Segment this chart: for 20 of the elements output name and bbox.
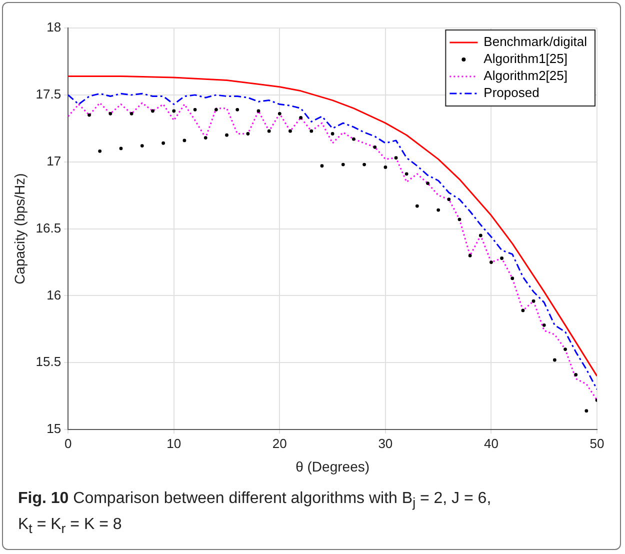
y-tick-label: 17: [46, 153, 62, 168]
x-tick-label: 10: [166, 436, 182, 451]
x-tick-label: 30: [378, 436, 393, 451]
legend-label: Algorithm2[25]: [484, 68, 568, 84]
text: Fig. 10 Comparison between different algorithms with B$_{j}$ = 2, J = 6, K$_{t}$ = K$_{r}$ = K = 8: [18, 490, 492, 536]
x-tick-label: 50: [590, 436, 604, 451]
y-tick-label: 15.5: [36, 354, 62, 370]
y-axis-title: Capacity (bps/Hz): [11, 173, 28, 284]
x-axis-title: θ (Degrees): [296, 458, 370, 474]
legend-label: Proposed: [484, 85, 540, 100]
y-tick-label: 16.5: [36, 220, 62, 236]
x-tick-label: 40: [484, 436, 498, 451]
y-tick-label: 15: [46, 421, 62, 436]
x-tick-label: 0: [64, 436, 72, 451]
legend-label: Benchmark/digital: [484, 34, 588, 50]
legend-label: Algorithm1[25]: [484, 51, 568, 66]
y-tick-label: 17.5: [36, 86, 62, 102]
y-tick-label: 18: [46, 20, 62, 35]
x-tick-label: 20: [272, 436, 287, 451]
y-tick-label: 16: [46, 287, 62, 302]
